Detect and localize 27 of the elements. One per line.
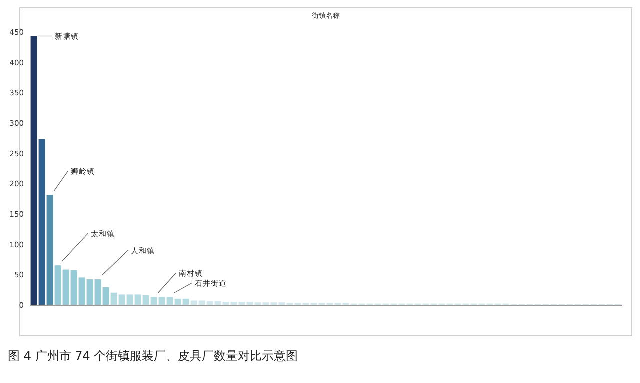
bar (238, 302, 246, 305)
bar (182, 298, 190, 305)
text: 图 4 广州市 74 个街镇服装厂、皮具厂数量对比示意图 (8, 349, 298, 363)
bar (134, 294, 142, 305)
bar (158, 297, 166, 305)
bar (70, 270, 78, 305)
bar (206, 301, 214, 305)
bar (102, 287, 110, 305)
bar (38, 139, 46, 305)
bar (110, 292, 118, 305)
bar (150, 297, 158, 305)
bar (214, 301, 222, 305)
bar (246, 302, 254, 305)
bar (86, 280, 94, 305)
bar (126, 294, 134, 305)
bar (62, 270, 70, 305)
bar (54, 266, 62, 305)
bar (78, 278, 86, 305)
bar (230, 302, 238, 305)
bar (222, 302, 230, 305)
bar (174, 298, 182, 305)
bar (46, 195, 54, 305)
bar (118, 294, 126, 305)
bar (166, 297, 174, 305)
bar (30, 36, 38, 305)
bar (94, 280, 102, 305)
bar (142, 295, 150, 305)
